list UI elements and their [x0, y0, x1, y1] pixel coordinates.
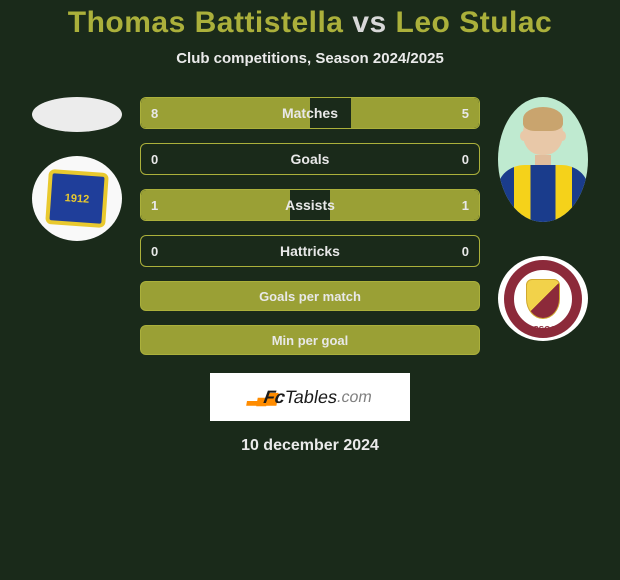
stat-label: Assists: [285, 197, 335, 213]
stat-left-value: 0: [151, 152, 158, 167]
stat-fill-right: [351, 98, 479, 128]
stat-right-value: 1: [462, 198, 469, 213]
player1-name: Thomas Battistella: [68, 6, 344, 39]
comparison-card: Thomas Battistella vs Leo Stulac Club co…: [0, 0, 620, 455]
main-layout: 1912 8 Matches 5 0 Goals 0 1 Assists 1 0 Hattricks…: [0, 97, 620, 355]
stat-row: 8 Matches 5: [140, 97, 480, 129]
vs-text: vs: [352, 6, 386, 39]
player2-photo: [498, 97, 588, 222]
stat-fill-left: [141, 190, 290, 220]
reggiana-bot-text: ASSOCI: [498, 325, 588, 334]
stat-left-value: 8: [151, 106, 158, 121]
fctables-logo: ▂▄▆ FcTables.com: [246, 387, 373, 408]
stat-row: 1 Assists 1: [140, 189, 480, 221]
reggiana-top-text: CALCIO: [498, 263, 588, 272]
stat-left-value: 0: [151, 244, 158, 259]
stat-row: 0 Goals 0: [140, 143, 480, 175]
reggiana-shield-icon: [526, 279, 560, 319]
stat-label: Min per goal: [272, 333, 349, 348]
stat-label: Matches: [282, 105, 338, 121]
date-line: 10 december 2024: [0, 437, 620, 455]
brand-dotcom: .com: [336, 388, 374, 406]
brand-tables: Tables: [283, 387, 339, 408]
stat-label: Goals: [291, 151, 330, 167]
brand-box[interactable]: ▂▄▆ FcTables.com: [210, 373, 410, 421]
subtitle: Club competitions, Season 2024/2025: [0, 50, 620, 67]
stat-right-value: 0: [462, 244, 469, 259]
stat-label: Goals per match: [259, 289, 361, 304]
stats-bars: 8 Matches 5 0 Goals 0 1 Assists 1 0 Hattricks 0 Goal…: [140, 97, 480, 355]
stat-row-empty: Min per goal: [140, 325, 480, 355]
stat-left-value: 1: [151, 198, 158, 213]
player2-name: Leo Stulac: [396, 6, 553, 39]
stat-label: Hattricks: [280, 243, 340, 259]
stat-fill-right: [330, 190, 479, 220]
stat-right-value: 0: [462, 152, 469, 167]
page-title: Thomas Battistella vs Leo Stulac: [0, 6, 620, 40]
stat-right-value: 5: [462, 106, 469, 121]
player2-club-badge: CALCIO ASSOCI: [498, 256, 588, 341]
player2-jersey-icon: [498, 165, 588, 222]
player2-head-icon: [523, 111, 563, 155]
right-side: CALCIO ASSOCI: [488, 97, 598, 341]
left-side: 1912: [22, 97, 132, 241]
player1-photo: [32, 97, 122, 132]
modena-badge-inner: 1912: [45, 169, 109, 228]
stat-row: 0 Hattricks 0: [140, 235, 480, 267]
player1-club-badge: 1912: [32, 156, 122, 241]
stat-row-empty: Goals per match: [140, 281, 480, 311]
